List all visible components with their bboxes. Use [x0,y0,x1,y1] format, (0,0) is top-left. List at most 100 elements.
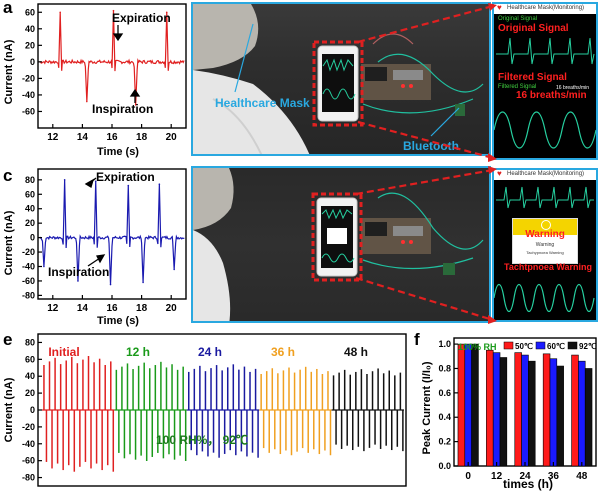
screen-b-original-small: Original Signal [498,16,538,22]
chart-c-ytick-label: -80 [22,290,35,300]
chart-c-xtick-label: 18 [136,303,148,314]
chart-f-annotation: 100% RH [458,342,497,352]
chart-c-arrowhead-exp [84,178,95,188]
chart-f-legend-swatch [503,341,514,350]
chart-f-bar [499,357,508,467]
panel-label-e: e [3,330,13,349]
chart-c-extremum-point [109,283,112,286]
chart-e-ytick-label: 40 [25,371,35,381]
chart-c-extremum-point [158,183,161,185]
chart-e-ytick-label: -40 [22,439,35,449]
chart-f-bar [464,343,472,467]
heart-icon-d: ♥ [497,169,502,178]
chart-f-ytick-label: 0.2 [438,437,451,447]
chart-e-segment [42,356,115,472]
chart-a-xtick-label: 18 [136,132,148,143]
chart-a-ytick-label: 20 [25,40,35,50]
chart-e-seg-label-0: Initial [48,345,79,359]
chart-a-arrowhead-insp [129,88,141,97]
chart-f-bar [549,358,558,467]
chart-c-ytick-label: 60 [25,189,35,199]
chart-e-seg-label-2: 24 h [198,345,222,359]
screen-b-filtered-big: Filtered Signal [498,72,567,83]
chart-a-extremum-point [165,11,168,14]
panel-label-a: a [3,0,13,17]
label-healthcare-mask: Healthcare Mask [215,96,310,110]
lab-coat-d [193,230,231,321]
chart-a-ytick-label: 40 [25,24,35,34]
chart-c-frame [37,168,187,300]
lab-coat [193,70,310,154]
chart-e-segment [114,361,187,462]
chart-a-annotation-inspiration: Inspiration [92,102,153,116]
mask-cloth [193,4,259,70]
chart-e-seg-label-4: 48 h [344,345,368,359]
panel-label-c: c [3,166,13,185]
chart-c-ylabel: Current (nA) [3,210,15,275]
chart-c-ytick-label: 20 [25,218,35,228]
chart-f-ytick-label: 0.4 [438,412,451,422]
screen-b-filtered-wave [494,111,596,149]
chart-f-bar [542,353,551,467]
panel-label-f: f [414,330,420,349]
screen-b-title: Healthcare Mask(Monitoring) [507,5,585,11]
chart-a-ytick-label: 0 [30,57,35,67]
chart-a-extremum-point [59,11,61,14]
chart-e-ylabel: Current (nA) [3,377,15,442]
chart-c-extremum-point [63,179,66,181]
chart-a-xtick-label: 20 [166,132,178,143]
screen-b-filtered-small: Filtered Signal [498,84,537,90]
chart-c-extremum-point [77,280,79,282]
chart-c-ytick-label: -40 [22,262,35,272]
screen-d-top-wave [496,186,594,209]
chart-e-condition: 100 RH%， 92℃ [156,433,248,447]
chart-f-ytick-label: 1.0 [438,339,451,349]
chart-c-ytick-label: -60 [22,276,35,286]
chart-c-ytick-label: 80 [25,175,35,185]
chart-c-series-line [39,179,185,285]
chart-f-legend-swatch [535,341,546,350]
chart-e-traces [42,356,404,472]
photo-b: Healthcare Mask Bluetooth [191,2,491,156]
chart-c-extremum-point [43,265,45,268]
chart-f-bar [492,352,501,467]
chart-a-xtick-label: 12 [47,132,59,143]
chart-f-bar [578,360,586,467]
chart-f-bar [571,354,579,467]
chart-a-xlabel: Time (s) [97,146,139,158]
chart-c-arrowhead-insp [96,254,106,264]
chart-a-ytick-label: -20 [22,73,35,83]
chart-e-ytick-label: -20 [22,422,35,432]
chart-c-ytick-label: -20 [22,247,35,257]
warning-circle-icon [541,220,551,230]
chart-f-bar [528,360,536,467]
chart-c-annotation-expiration: Expiration [96,170,155,184]
chart-a: 12 14 16 18 20 -60 -40 -20 0 20 40 60 Time (s) Curr… [3,3,187,158]
chart-a-arrowhead-exp [112,33,124,42]
chart-f-bar [471,343,479,467]
chart-c-annotation-inspiration: Inspiration [48,265,109,279]
chart-c-xlabel: Time (s) [97,315,139,327]
chart-e-ytick-label: 60 [25,354,35,364]
chart-f-ticks: 0.0 0.2 0.4 0.6 0.8 1.0 0 12 24 36 48 [438,339,587,482]
screen-d-tachy: Tachtpnoea Warning [504,262,593,272]
chart-e-segment [259,366,332,456]
warning-small: Warning [535,242,555,248]
chart-e-segment [186,364,260,458]
chart-f-bar [514,352,522,467]
chart-a-annotation-expiration: Expiration [112,11,171,25]
chart-e-segment [331,368,404,452]
chart-a-ylabel: Current (nA) [3,39,15,104]
warning-dialog: Warning Warning Tachypnoea Warning [512,218,578,264]
chart-f-bar [457,343,466,467]
screen-d-title: Healthcare Mask(Monitoring) [507,171,585,177]
chart-f-ytick-label: 0.6 [438,388,451,398]
chart-f-bar [556,365,564,467]
chart-e-seg-label-1: 12 h [126,345,150,359]
mask-cloth-d [193,168,234,230]
chart-f-ylabel: Peak Current (I/I₀) [421,361,433,454]
chart-c-ytick-label: 40 [25,204,35,214]
screen-b-header: ♥ Healthcare Mask(Monitoring) [494,4,596,14]
screen-d-header: ♥ Healthcare Mask(Monitoring) [494,170,596,180]
chart-e: -80 -60 -40 -20 0 20 40 60 80 Current (nA) Initi… [3,333,407,487]
